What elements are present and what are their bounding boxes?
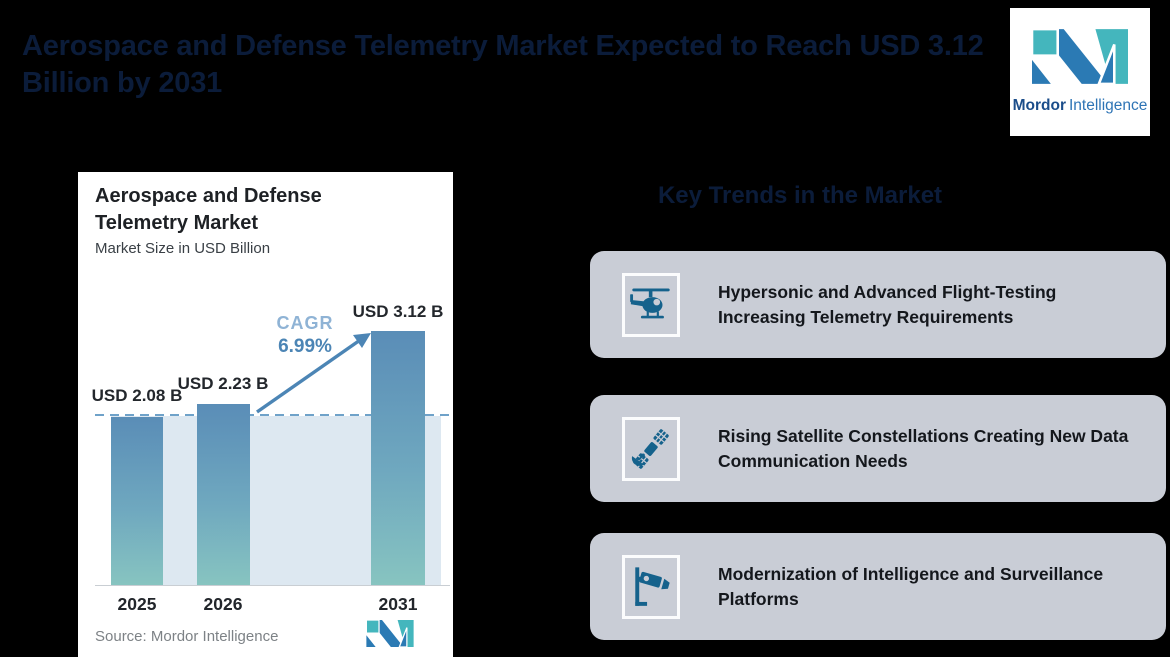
cctv-camera-icon: [622, 554, 680, 619]
driver-text: Hypersonic and Advanced Flight-Testing I…: [718, 281, 1057, 327]
helicopter-icon: [622, 272, 680, 337]
chart-subtitle: Market Size in USD Billion: [95, 240, 271, 257]
chart-title: Aerospace and Defense Telemetry Market: [95, 185, 322, 234]
page-title-line1: Aerospace and Defense Telemetry Market E…: [22, 30, 984, 62]
driver-card-surveillance: Modernization of Intelligence and Survei…: [590, 533, 1166, 640]
driver-card-flight-testing: Hypersonic and Advanced Flight-Testing I…: [590, 251, 1166, 358]
mordor-intelligence-logo: Mordor Intelligence: [1010, 8, 1150, 136]
bar-value-2025: USD 2.08 B: [91, 386, 183, 405]
drivers-section-heading: Key Trends in the Market: [657, 182, 943, 209]
driver-text: Rising Satellite Constellations Creating…: [718, 425, 1129, 471]
satellite-icon: [622, 416, 680, 481]
growth-arrow-icon: [256, 333, 371, 414]
logo-word-mordor: Mordor: [1012, 97, 1066, 114]
driver-card-satellite: Rising Satellite Constellations Creating…: [590, 395, 1166, 502]
logo-wordmark: Mordor Intelligence: [1013, 97, 1148, 115]
mordor-m-icon: [1030, 27, 1128, 89]
cagr-value: 6.99%: [278, 336, 332, 357]
logo-word-intelligence: Intelligence: [1068, 97, 1148, 114]
x-tick-2025: 2025: [117, 594, 157, 614]
mordor-m-mini-icon: [365, 619, 415, 652]
bar-2025: [111, 417, 163, 585]
page-title: Aerospace and Defense Telemetry Market E…: [22, 28, 1012, 102]
bar-value-2031: USD 3.12 B: [352, 302, 444, 321]
dashed-reference-line: [95, 414, 450, 416]
bar-2026: [197, 404, 250, 585]
cagr-annotation: CAGR 6.99%: [245, 313, 365, 358]
x-axis-line: [95, 585, 450, 586]
source-attribution: Source: Mordor Intelligence: [95, 628, 279, 645]
market-chart-card: Aerospace and Defense Telemetry Market M…: [78, 172, 453, 657]
page-title-line2: Billion by 2031: [22, 67, 223, 99]
x-tick-2031: 2031: [378, 594, 418, 614]
bar-chart-plot: USD 2.08 B USD 2.23 B USD 3.12 B CAGR 6.…: [92, 280, 450, 614]
bar-value-2026: USD 2.23 B: [177, 374, 269, 393]
x-tick-2026: 2026: [203, 594, 243, 614]
bar-2031: [371, 331, 425, 585]
cagr-label: CAGR: [276, 313, 334, 333]
driver-text: Modernization of Intelligence and Survei…: [718, 563, 1104, 609]
